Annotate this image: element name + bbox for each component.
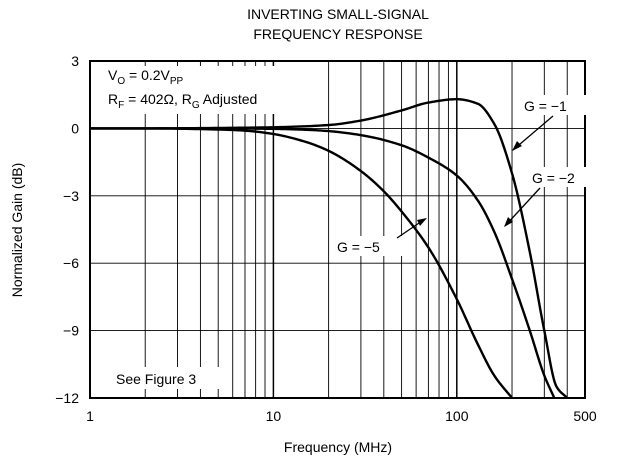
series-line-3 (90, 127, 513, 399)
series-label-g5-background (333, 236, 405, 256)
plot-curves (90, 97, 569, 399)
x-axis-label: Frequency (MHz) (284, 439, 392, 455)
series-label-g2: G = −2 (504, 167, 600, 227)
conditions-line-1: VO = 0.2VPP (108, 67, 184, 87)
series-line-2 (90, 127, 556, 399)
x-tick-labels: 1 10 100 500 (86, 408, 597, 424)
series-label-g2-arrowhead (504, 217, 513, 227)
series-label-g2-arrow (504, 187, 541, 227)
series-label-g5-text: G = −5 (337, 239, 380, 255)
series-label-g5: G = −5 (333, 218, 427, 256)
note-text: See Figure 3 (116, 371, 196, 387)
x-tick-label: 1 (86, 408, 94, 424)
chart-title-line-2: FREQUENCY RESPONSE (253, 26, 422, 42)
series-label-g2-background (528, 167, 600, 187)
series-label-g1-background (520, 95, 592, 115)
series-label-g2-text: G = −2 (532, 170, 575, 186)
series-label-g1: G = −1 (512, 95, 592, 151)
x-tick-label: 500 (573, 408, 597, 424)
chart-title-line-1: INVERTING SMALL-SIGNAL (247, 6, 429, 22)
y-axis-label: Normalized Gain (dB) (9, 163, 25, 298)
note-background (112, 367, 224, 389)
y-tick-label: 0 (71, 120, 79, 136)
x-tick-label: 10 (266, 408, 282, 424)
series-label-g5-arrowhead (417, 218, 427, 226)
x-tick-label: 100 (445, 408, 469, 424)
conditions-box: VO = 0.2VPP RF = 402Ω, RG Adjusted (104, 66, 316, 114)
y-tick-labels: 3 0 −3 −6 −9 −12 (55, 53, 79, 406)
conditions-background (104, 66, 316, 114)
y-tick-label: 3 (71, 53, 79, 69)
y-tick-label: −3 (63, 188, 79, 204)
series-label-g1-text: G = −1 (524, 98, 567, 114)
y-tick-label: −9 (63, 323, 79, 339)
y-tick-label: −12 (55, 390, 79, 406)
conditions-line-2: RF = 402Ω, RG Adjusted (108, 91, 257, 111)
note-box: See Figure 3 (112, 367, 224, 389)
plot-frame (89, 60, 586, 399)
series-label-g1-arrowhead (512, 141, 522, 151)
y-tick-label: −6 (63, 255, 79, 271)
